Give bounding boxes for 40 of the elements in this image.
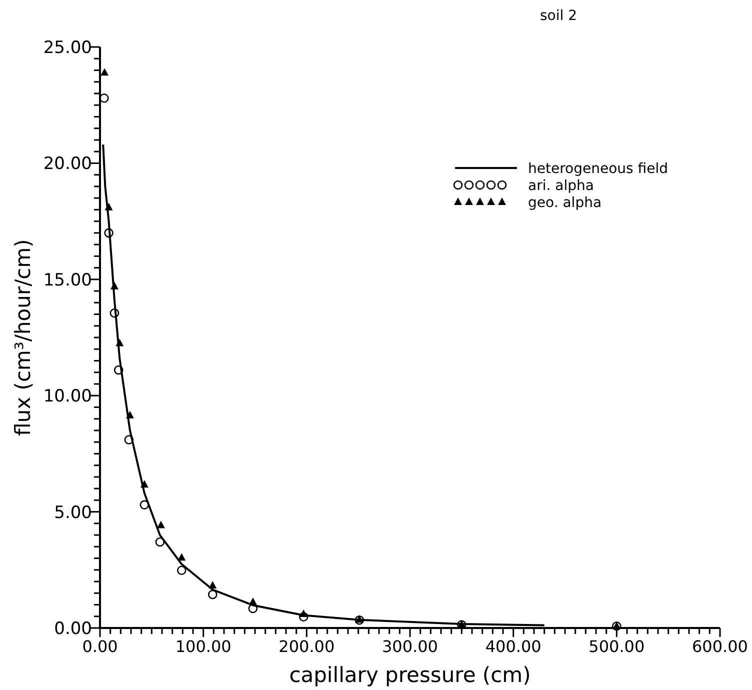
x-tick-label: 100.00: [175, 637, 232, 656]
y-axis-title: flux (cm³/hour/cm): [11, 239, 35, 436]
x-tick-label: 300.00: [382, 637, 438, 656]
point: [100, 68, 109, 76]
y-tick-label: 20.00: [43, 154, 92, 174]
x-tick-label: 0.00: [82, 637, 118, 656]
point: [298, 612, 308, 622]
point: [126, 410, 134, 418]
point: [155, 537, 165, 547]
point: [104, 202, 113, 210]
point: [110, 282, 118, 290]
point: [116, 338, 124, 346]
legend-label: heterogeneous field: [528, 161, 668, 177]
point: [300, 610, 308, 618]
x-axis-title: capillary pressure (cm): [289, 663, 531, 687]
legend-label: ari. alpha: [528, 178, 594, 194]
point: [140, 480, 148, 488]
y-tick-label: 15.00: [43, 270, 92, 290]
point: [248, 604, 258, 614]
legend-label: geo. alpha: [528, 195, 602, 211]
x-tick-label: 200.00: [278, 637, 335, 656]
point: [104, 228, 114, 238]
x-tick-label: 500.00: [588, 637, 645, 656]
point: [124, 435, 134, 444]
point: [176, 566, 186, 576]
y-tick-label: 0.00: [54, 619, 92, 639]
point: [110, 308, 120, 318]
point: [114, 365, 124, 375]
text: soil 2: [540, 8, 577, 24]
x-tick-label: 600.00: [692, 637, 748, 656]
y-tick-label: 25.00: [43, 38, 92, 58]
point: [178, 553, 186, 561]
point: [140, 500, 150, 510]
y-tick-label: 10.00: [43, 386, 92, 407]
point: [248, 597, 257, 605]
x-tick-label: 400.00: [485, 637, 542, 656]
point: [208, 590, 218, 600]
point: [208, 580, 217, 588]
point: [156, 520, 165, 528]
y-tick-label: 5.00: [54, 502, 92, 523]
